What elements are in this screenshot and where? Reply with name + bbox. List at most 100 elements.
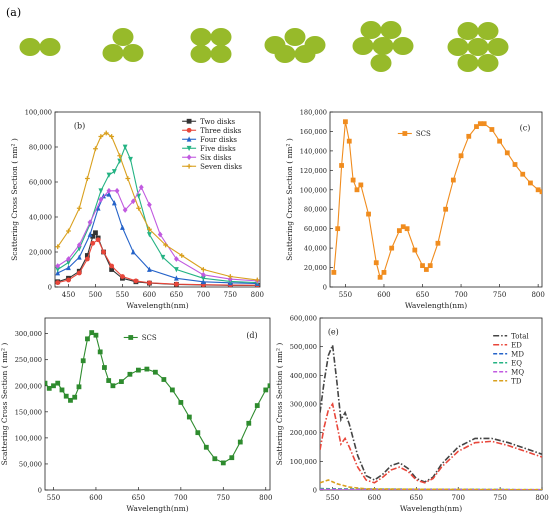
- data-point: [400, 224, 406, 230]
- disk-group-7: [447, 22, 509, 72]
- data-point: [66, 256, 71, 262]
- y-tick-label: 500,000: [290, 343, 317, 351]
- data-point: [68, 397, 73, 403]
- data-point: [267, 383, 270, 389]
- series-line: [320, 402, 542, 484]
- data-point: [195, 430, 201, 436]
- x-tick-label: 600: [89, 494, 102, 502]
- disk-group-6: [352, 21, 414, 72]
- data-point: [90, 233, 96, 239]
- y-tick-label: 80,000: [304, 206, 327, 214]
- data-point: [173, 256, 179, 262]
- legend-label: EQ: [511, 359, 522, 367]
- disk: [39, 38, 61, 56]
- data-point: [227, 274, 233, 279]
- data-point: [200, 267, 206, 272]
- data-point: [147, 226, 152, 232]
- data-point: [87, 219, 93, 226]
- data-point: [477, 121, 483, 127]
- data-point: [103, 130, 109, 136]
- x-axis-label: Wavelength(nm): [126, 504, 188, 513]
- data-point: [98, 134, 104, 139]
- x-tick-label: 800: [535, 494, 548, 502]
- data-point: [101, 249, 106, 255]
- data-point: [458, 153, 464, 159]
- data-point: [481, 121, 487, 127]
- legend-label: Four disks: [200, 136, 237, 144]
- disk: [370, 54, 392, 72]
- data-point: [160, 254, 166, 261]
- disk: [210, 28, 232, 46]
- legend-label: Five disks: [200, 145, 236, 153]
- x-tick-label: 700: [197, 291, 210, 299]
- data-point: [109, 267, 115, 272]
- data-point: [89, 330, 95, 335]
- disk-group-3: [102, 28, 144, 62]
- data-point: [90, 240, 96, 246]
- panel-a-disk-arrangements: (a): [6, 6, 509, 72]
- data-point: [76, 205, 82, 211]
- disk-group-2: [19, 38, 61, 56]
- panel-label: (d): [246, 331, 257, 340]
- data-point: [147, 266, 152, 272]
- data-point: [63, 393, 69, 399]
- data-point: [138, 184, 144, 191]
- y-tick-label: 100,000: [290, 458, 317, 466]
- data-point: [178, 400, 184, 405]
- data-point: [122, 207, 128, 213]
- y-tick-label: 600,000: [290, 315, 317, 323]
- y-tick-label: 400,000: [290, 372, 317, 380]
- data-point: [404, 226, 410, 232]
- data-point: [173, 267, 179, 273]
- legend-label: Six disks: [200, 154, 232, 162]
- data-point: [120, 274, 125, 279]
- plot-frame: [44, 317, 271, 491]
- data-point: [412, 247, 418, 253]
- data-point: [147, 232, 152, 238]
- data-point: [186, 414, 192, 420]
- data-point: [173, 275, 179, 281]
- y-axis-label: Scattering Cross Section ( nm² ): [275, 343, 284, 466]
- chart-panel-e: 550 600 650 700 750 800 0 100,000 200,000 300,000…: [275, 315, 549, 513]
- series-line: [320, 342, 542, 483]
- y-tick-label: 20,000: [304, 264, 327, 272]
- legend-label: TD: [511, 377, 522, 385]
- disk: [372, 37, 394, 55]
- data-point: [93, 332, 99, 338]
- data-point: [55, 267, 61, 273]
- y-tick-label: 180,000: [300, 109, 327, 117]
- series-layer: [55, 130, 260, 287]
- data-point: [169, 387, 175, 393]
- data-point: [51, 383, 56, 389]
- data-point: [220, 460, 226, 466]
- x-axis-label: Wavelength(nm): [400, 504, 462, 513]
- panel-label: (e): [328, 327, 339, 336]
- data-point: [125, 176, 131, 181]
- y-tick-label: 120,000: [300, 167, 327, 175]
- plot-frame: [54, 111, 261, 288]
- data-point: [128, 156, 133, 163]
- y-tick-label: 20,000: [29, 249, 52, 257]
- data-point: [263, 387, 269, 393]
- data-point: [520, 171, 526, 177]
- data-point: [147, 201, 152, 208]
- x-tick-label: 550: [326, 494, 339, 502]
- data-point: [381, 270, 387, 275]
- series-line: [57, 186, 258, 282]
- disk: [392, 37, 414, 55]
- disk: [19, 38, 41, 56]
- y-tick-label: 140,000: [300, 147, 327, 155]
- data-point: [358, 182, 364, 188]
- disk: [304, 36, 326, 54]
- x-tick-label: 450: [62, 291, 75, 299]
- legend-marker: [186, 145, 192, 152]
- y-tick-label: 200,000: [290, 429, 317, 437]
- disk: [467, 38, 489, 56]
- legend-label: MD: [511, 350, 524, 358]
- data-point: [200, 278, 206, 285]
- data-point: [59, 387, 65, 393]
- charts-container: 450 500 550 600 650 700 750 800 0 20,000 40,000 60,…: [0, 109, 549, 513]
- data-point: [117, 153, 123, 159]
- data-point: [535, 187, 541, 193]
